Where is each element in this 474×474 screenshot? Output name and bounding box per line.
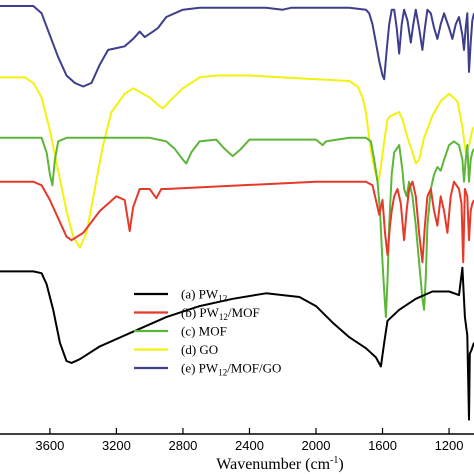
x-axis-title-close: ) xyxy=(338,456,343,473)
series-line-a xyxy=(0,266,474,421)
plot-area xyxy=(0,5,474,421)
x-axis-ticks: 3600 3200 2800 2400 2000 1600 1200 xyxy=(35,428,464,453)
x-tick-label: 2400 xyxy=(235,438,264,453)
legend-label-e: (e) PW12/MOF/GO xyxy=(181,361,281,378)
series-line-c xyxy=(0,136,474,319)
series-layer xyxy=(0,5,474,421)
legend-label-a: (a) PW12 xyxy=(181,287,227,304)
legend-label-b: (b) PW12/MOF xyxy=(181,305,260,322)
x-axis-title: Wavenumber (cm-1) xyxy=(216,455,343,473)
x-tick-label: 3200 xyxy=(102,438,131,453)
x-tick-label: 1600 xyxy=(368,438,397,453)
x-tick-label: 2800 xyxy=(168,438,197,453)
series-line-d xyxy=(0,74,474,249)
legend-label-c: (c) MOF xyxy=(181,324,227,339)
series-line-b xyxy=(0,180,474,264)
series-line-e xyxy=(0,5,474,88)
x-tick-label: 1200 xyxy=(435,438,464,453)
legend: (a) PW12(b) PW12/MOF (c) MOF (d) GO (e) PW1… xyxy=(134,287,281,378)
x-tick-label: 2000 xyxy=(302,438,331,453)
x-axis-title-superscript: -1 xyxy=(330,455,338,466)
x-axis-title-main: Wavenumber (cm xyxy=(216,456,330,473)
x-tick-label: 3600 xyxy=(35,438,64,453)
legend-label-d: (d) GO xyxy=(181,342,218,357)
